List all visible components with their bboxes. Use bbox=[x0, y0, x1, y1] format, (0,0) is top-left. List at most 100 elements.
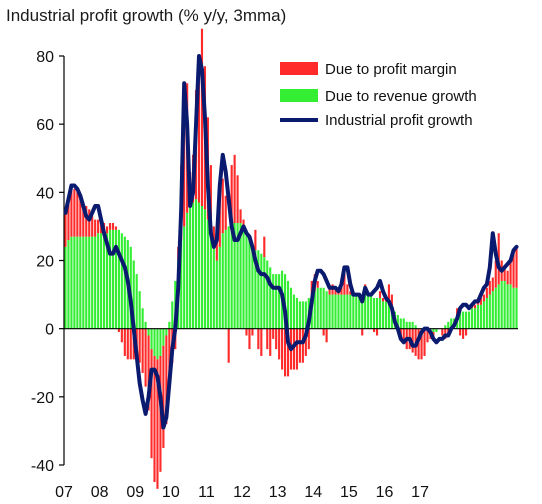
revenue-bar bbox=[183, 226, 186, 329]
margin-bar bbox=[64, 212, 67, 247]
margin-bar bbox=[88, 209, 91, 237]
revenue-bar bbox=[165, 328, 168, 336]
revenue-bar bbox=[200, 205, 204, 329]
revenue-bar bbox=[138, 291, 141, 329]
revenue-bar bbox=[322, 287, 325, 329]
margin-bar bbox=[141, 328, 144, 373]
margin-bar bbox=[254, 229, 257, 251]
revenue-bar bbox=[402, 318, 405, 329]
revenue-bar bbox=[230, 226, 233, 329]
margin-bar bbox=[150, 349, 153, 459]
margin-bar bbox=[512, 253, 515, 288]
margin-bar bbox=[361, 328, 364, 336]
margin-bar bbox=[411, 328, 414, 353]
x-tick-label: 08 bbox=[91, 484, 109, 501]
revenue-bar bbox=[450, 318, 453, 329]
revenue-bar bbox=[227, 226, 230, 329]
margin-bar bbox=[73, 188, 76, 237]
revenue-bar bbox=[186, 212, 189, 329]
revenue-bar bbox=[447, 321, 450, 329]
revenue-bar bbox=[156, 328, 159, 360]
revenue-bar bbox=[444, 325, 447, 329]
revenue-bar bbox=[470, 308, 474, 329]
margin-bar bbox=[260, 328, 263, 356]
margin-bar bbox=[295, 328, 299, 370]
margin-bar bbox=[278, 328, 281, 360]
revenue-bar bbox=[88, 236, 91, 329]
revenue-bar bbox=[67, 240, 70, 329]
margin-bar bbox=[138, 328, 141, 363]
margin-bar bbox=[494, 260, 497, 288]
revenue-bar bbox=[168, 321, 171, 329]
y-tick-label: 0 bbox=[45, 322, 54, 339]
margin-bar bbox=[378, 291, 382, 298]
margin-bar bbox=[509, 257, 512, 285]
revenue-bar bbox=[506, 284, 509, 329]
revenue-bar bbox=[82, 236, 85, 329]
margin-bar bbox=[281, 328, 284, 370]
revenue-bar bbox=[189, 205, 192, 329]
margin-bar bbox=[390, 294, 393, 309]
margin-bar bbox=[236, 175, 239, 224]
revenue-bar bbox=[473, 308, 477, 329]
revenue-bar bbox=[215, 260, 218, 329]
margin-bar bbox=[286, 328, 290, 377]
revenue-bar bbox=[251, 243, 254, 329]
margin-bar bbox=[111, 223, 115, 230]
line-layer bbox=[63, 54, 519, 430]
margin-bar bbox=[91, 216, 94, 237]
revenue-bar bbox=[105, 233, 109, 329]
margin-bar bbox=[263, 236, 266, 258]
revenue-bar bbox=[171, 301, 174, 329]
margin-bar bbox=[221, 178, 224, 234]
revenue-bar bbox=[462, 311, 465, 329]
revenue-bar bbox=[325, 291, 328, 329]
margin-bar bbox=[85, 205, 88, 237]
margin-bar bbox=[162, 345, 165, 448]
revenue-bar bbox=[102, 233, 106, 329]
margin-bar bbox=[349, 291, 352, 295]
revenue-bar bbox=[435, 328, 438, 333]
revenue-bar bbox=[144, 321, 147, 329]
revenue-bar bbox=[373, 297, 376, 329]
revenue-bar bbox=[257, 250, 260, 329]
margin-bar bbox=[126, 328, 129, 360]
margin-bar bbox=[275, 328, 278, 350]
revenue-bar bbox=[494, 287, 497, 329]
revenue-bar bbox=[313, 291, 316, 329]
margin-bar bbox=[465, 328, 468, 336]
margin-bar bbox=[479, 297, 482, 305]
revenue-bar bbox=[405, 321, 408, 329]
margin-bar bbox=[432, 332, 435, 336]
x-tick-label: 11 bbox=[198, 484, 215, 501]
revenue-bar bbox=[488, 294, 491, 329]
margin-bar bbox=[239, 209, 242, 224]
revenue-bar bbox=[343, 294, 346, 329]
revenue-bar bbox=[180, 240, 183, 329]
margin-bar bbox=[123, 328, 126, 356]
margin-bar bbox=[387, 284, 390, 305]
margin-bar bbox=[334, 287, 337, 295]
revenue-bar bbox=[328, 294, 331, 329]
legend: Due to profit margin Due to revenue growt… bbox=[280, 61, 477, 129]
revenue-bar bbox=[114, 229, 117, 329]
margin-bar bbox=[506, 270, 509, 285]
margin-bar bbox=[441, 328, 444, 336]
margin-bar bbox=[82, 202, 85, 237]
revenue-bar bbox=[465, 311, 468, 329]
revenue-bar bbox=[212, 246, 215, 329]
revenue-bar bbox=[515, 287, 518, 329]
legend-label-revenue: Due to revenue growth bbox=[325, 88, 477, 105]
revenue-bar bbox=[295, 297, 299, 329]
y-tick-label: 20 bbox=[36, 254, 54, 271]
revenue-bar bbox=[479, 304, 482, 329]
revenue-bar bbox=[100, 233, 103, 329]
margin-bar bbox=[482, 294, 485, 302]
x-tick-label: 10 bbox=[162, 484, 180, 501]
x-tick-label: 09 bbox=[126, 484, 144, 501]
revenue-bar bbox=[387, 304, 390, 329]
margin-bar bbox=[459, 328, 462, 336]
revenue-bar bbox=[108, 229, 112, 329]
x-tick-label: 13 bbox=[269, 484, 287, 501]
margin-bar bbox=[301, 328, 304, 363]
